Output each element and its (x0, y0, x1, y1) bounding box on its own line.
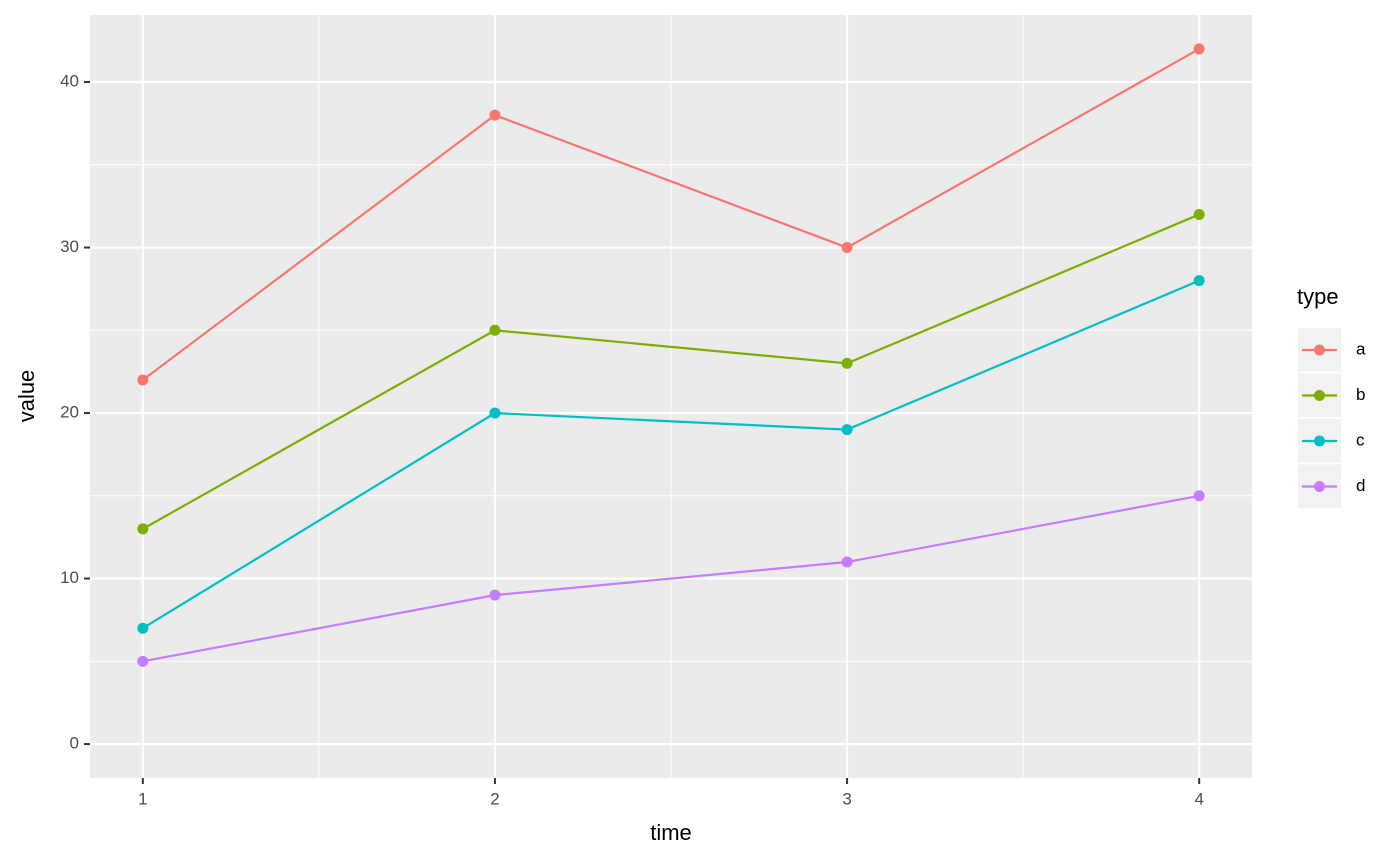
data-point (137, 374, 149, 386)
data-point (489, 589, 501, 601)
y-tick-label: 0 (70, 734, 79, 753)
x-tick-label: 3 (842, 789, 851, 808)
legend-label: a (1356, 339, 1366, 358)
legend-point (1314, 344, 1325, 356)
data-point (1193, 208, 1205, 220)
series-line (142, 494, 1200, 663)
data-point (489, 407, 501, 419)
data-point (489, 324, 501, 336)
legend-title: type (1297, 284, 1339, 309)
data-point (1193, 43, 1205, 55)
x-axis-title: time (650, 820, 692, 845)
legend-point (1314, 481, 1325, 492)
y-tick-label: 20 (60, 403, 79, 422)
data-point (489, 109, 501, 121)
y-tick-label: 40 (60, 72, 79, 91)
data-point (841, 556, 853, 568)
legend-point (1314, 435, 1325, 447)
data-point (137, 523, 149, 535)
x-tick-label: 4 (1194, 789, 1203, 808)
y-tick-label: 30 (60, 237, 79, 256)
x-tick-label: 2 (490, 789, 499, 808)
data-point (137, 622, 149, 634)
data-point (1193, 490, 1205, 502)
series-line (142, 213, 1200, 530)
y-tick-label: 10 (60, 568, 79, 587)
data-point (841, 357, 853, 369)
data-point (1193, 275, 1205, 287)
data-point (137, 655, 149, 667)
y-axis-title: value (14, 370, 39, 423)
x-tick-label: 1 (138, 789, 147, 808)
legend-label: c (1356, 430, 1365, 449)
legend-point (1314, 390, 1325, 401)
legend-label: d (1356, 476, 1365, 495)
series-line (142, 279, 1200, 630)
legend-label: b (1356, 385, 1365, 404)
data-point (841, 424, 853, 436)
data-point (841, 242, 853, 254)
series-line (142, 47, 1200, 381)
